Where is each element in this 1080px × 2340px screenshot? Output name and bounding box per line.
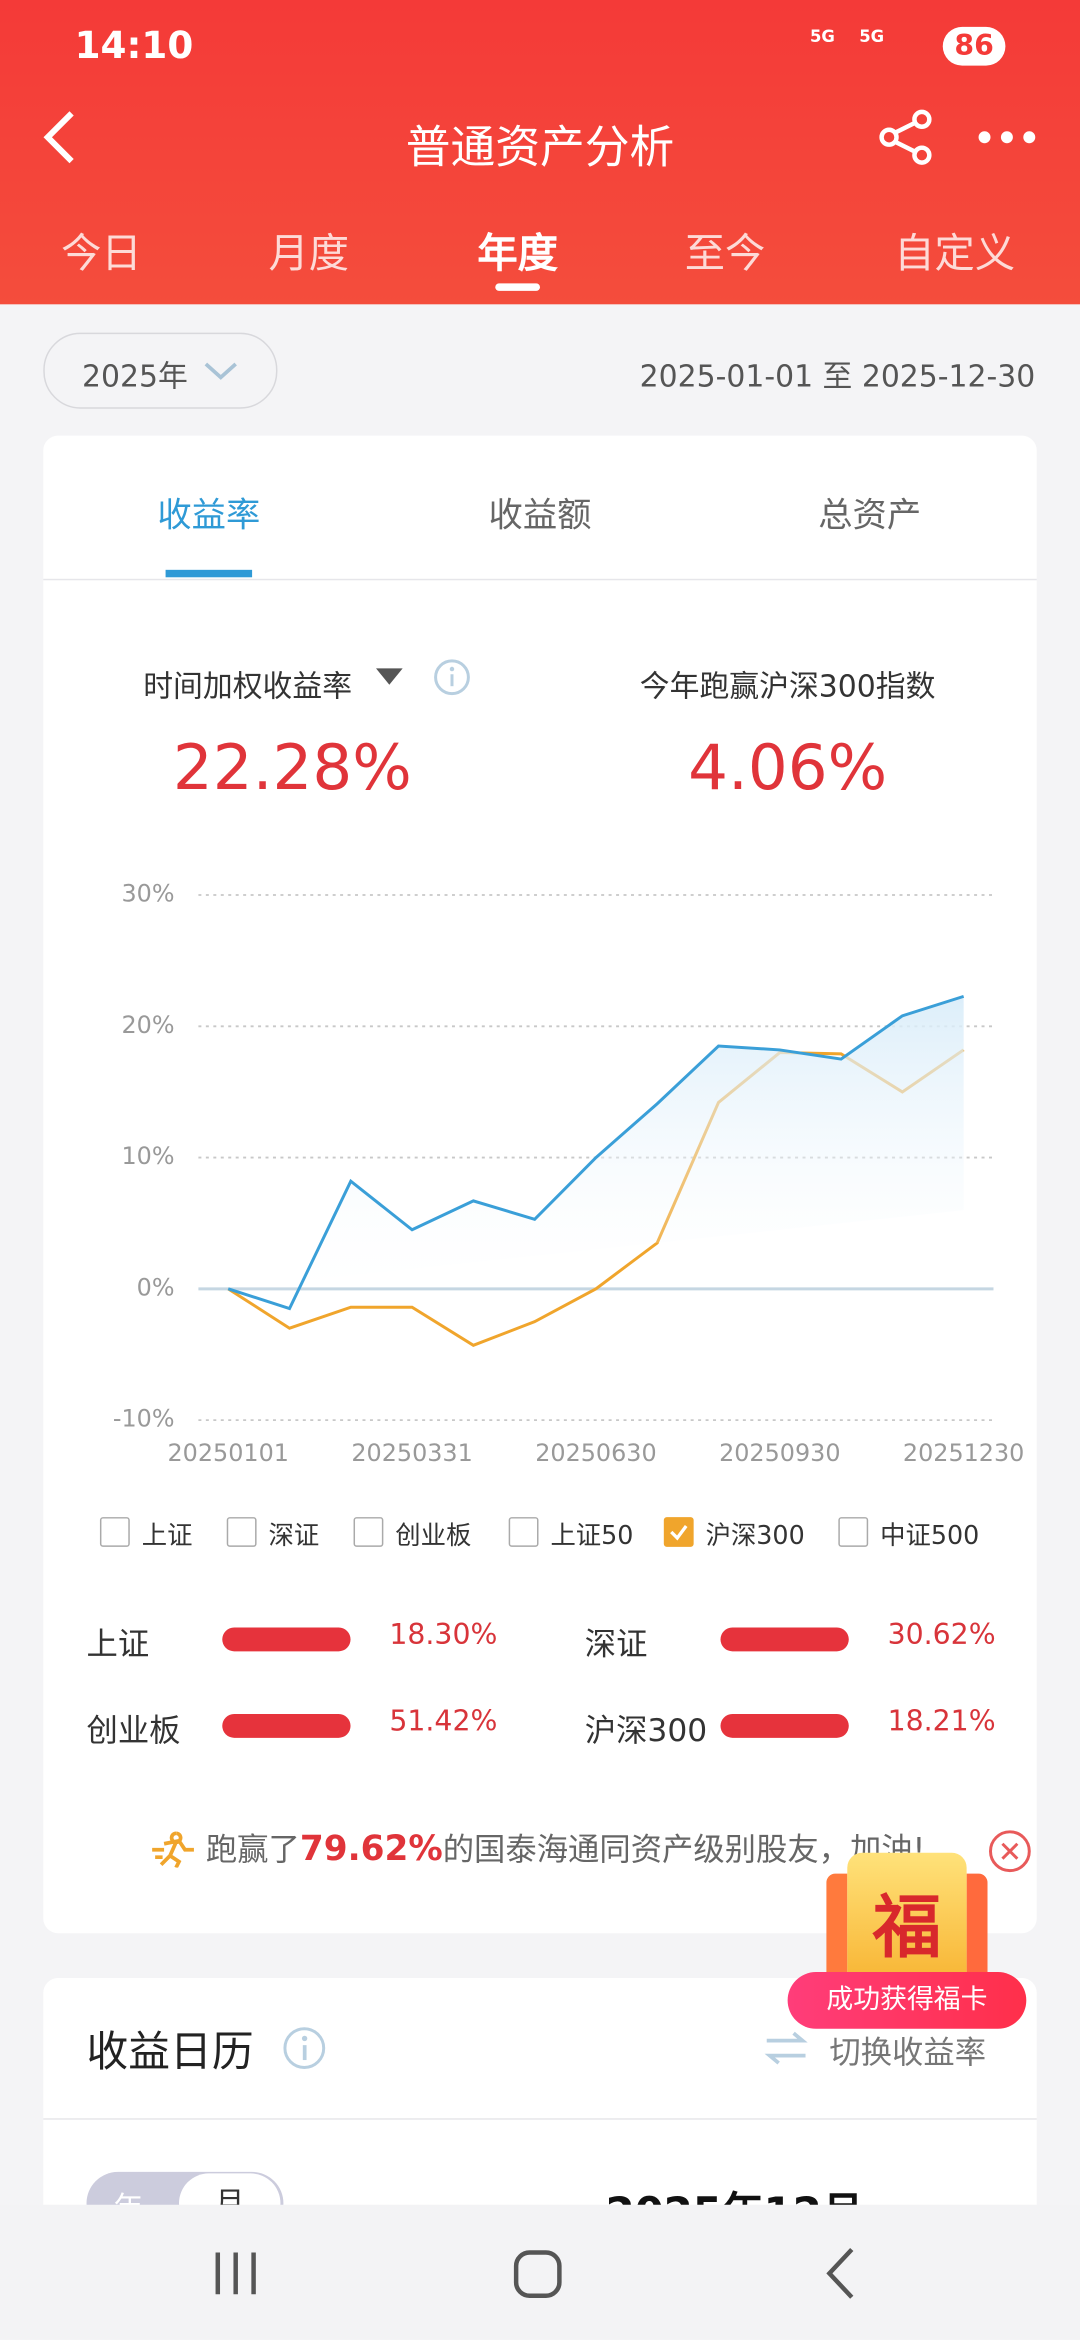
checkbox[interactable] [838,1517,869,1547]
card-tab[interactable]: 收益率 [157,496,261,536]
checkbox-label: 深证 [268,1521,320,1552]
card-tab[interactable]: 总资产 [818,496,922,536]
card-tab-divider [43,578,1037,581]
date-range: 2025-01-01 至 2025-12-30 [639,358,1036,394]
back-nav-button[interactable] [826,2247,854,2299]
checkbox-label: 创业板 [395,1521,472,1552]
period-tab[interactable]: 自定义 [894,231,1016,278]
x-tick-label: 20250930 [719,1439,840,1467]
index-value: 30.62% [887,1618,996,1652]
info-icon[interactable] [433,658,472,697]
net-label: 5G [859,26,885,47]
banner-text: 的国泰海通同资产级别股友，加油! [442,1831,926,1868]
period-tab[interactable]: 今日 [61,231,142,278]
x-tick-label: 20250101 [168,1439,289,1467]
share-icon [879,109,932,165]
more-icon [978,131,1036,144]
net-label: 5G [809,26,835,47]
y-tick-label: 30% [121,880,174,908]
metric-label: 今年跑赢沪深300指数 [639,668,936,705]
year-label: 2025年 [82,358,188,394]
popup-close[interactable] [988,1829,1033,1874]
popup[interactable]: 福 成功获得福卡 [761,1830,1053,2038]
period-tab[interactable]: 月度 [268,231,350,278]
info-icon[interactable] [280,2024,328,2072]
switch-label[interactable]: 切换收益率 [829,2034,987,2071]
metric-label: 时间加权收益率 [143,668,353,705]
series-line [227,994,965,1311]
checkbox-label: 上证 [141,1521,193,1552]
runner-icon [152,1831,194,1868]
banner-highlight: 79.62% [299,1830,443,1870]
page-title: 普通资产分析 [405,122,675,175]
y-tick-label: 20% [121,1011,174,1039]
check-icon [670,1525,688,1541]
more-button[interactable] [976,125,1042,149]
metric-dropdown[interactable] [375,668,403,686]
nav-buttons [215,2247,854,2299]
index-bar [720,1627,849,1652]
switch-icon[interactable] [764,2029,809,2068]
dropdown-icon [204,362,237,380]
index-name: 创业板 [86,1712,181,1749]
x-tick-label: 20251230 [903,1439,1024,1467]
series-line [227,1048,965,1347]
series-area [228,996,964,1309]
recents-button[interactable] [215,2252,256,2295]
index-bar [720,1713,849,1738]
share-button[interactable] [874,107,940,167]
tab-indicator [495,283,540,291]
back-button[interactable] [36,107,84,167]
index-name: 上证 [86,1625,150,1662]
index-bar [222,1627,351,1652]
checkbox-label: 上证50 [550,1521,634,1552]
popup-glyph: 福 [872,1887,942,1968]
popup-card [847,1852,967,1993]
beat-banner: 跑赢了79.62%的国泰海通同资产级别股友，加油! [206,1826,925,1871]
metric-value: 22.28% [172,730,412,805]
card-tab[interactable]: 收益额 [488,496,592,536]
index-value: 51.42% [389,1705,498,1738]
index-name: 沪深300 [584,1712,708,1749]
card-divider [43,2118,1037,2120]
index-bar [222,1713,351,1738]
battery: 86 [942,26,1006,66]
x-tick-label: 20250331 [351,1439,472,1467]
home-button[interactable] [513,2250,562,2298]
x-tick-label: 20250630 [535,1439,656,1467]
year-select[interactable]: 2025年 [43,332,278,409]
y-tick-label: -10% [113,1405,175,1433]
checkbox-label: 中证500 [880,1521,980,1552]
checkbox[interactable] [663,1517,694,1547]
period-tab[interactable]: 年度 [477,231,558,278]
metric-value: 4.06% [688,730,888,805]
checkbox[interactable] [353,1517,384,1547]
popup-label: 成功获得福卡 [787,1972,1027,2029]
checkbox[interactable] [226,1517,257,1547]
index-value: 18.30% [389,1618,498,1652]
calendar-title: 收益日历 [86,2027,254,2077]
tab-indicator [165,569,253,578]
back-icon [43,111,74,164]
chart: 30% 20% 10% 0% -10% 20250101 20250331 20250630 2… [113,880,1024,1467]
nav-bar [0,2204,1080,2340]
banner-text: 跑赢了 [205,1831,300,1868]
y-tick-label: 10% [121,1142,174,1170]
index-name: 深证 [584,1625,648,1662]
header [0,0,1080,305]
checkbox[interactable] [99,1517,130,1547]
y-tick-label: 0% [137,1273,175,1301]
period-tab[interactable]: 至今 [684,231,766,278]
checkbox-label: 沪深300 [705,1521,805,1552]
clock: 14:10 [74,23,194,68]
checkbox[interactable] [508,1517,539,1547]
index-value: 18.21% [887,1705,996,1738]
